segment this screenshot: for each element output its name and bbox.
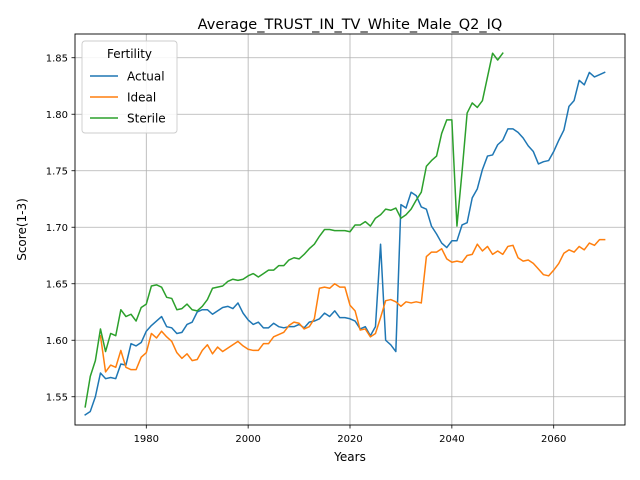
x-tick-label: 1980	[134, 434, 159, 445]
series-line-sterile	[84, 52, 504, 408]
y-tick-label: 1.70	[46, 223, 68, 234]
y-tick-label: 1.55	[46, 392, 68, 403]
grid-lines	[75, 34, 625, 425]
legend-box	[81, 40, 178, 134]
legend: Fertility Actual Ideal Sterile	[81, 40, 178, 134]
legend-title: Fertility	[107, 47, 152, 61]
legend-label-sterile: Sterile	[127, 111, 166, 125]
series-line-actual	[84, 71, 606, 416]
plot-series	[84, 52, 606, 416]
y-tick-label: 1.85	[46, 53, 68, 64]
series-line-ideal	[99, 238, 606, 373]
x-tick-label: 2020	[337, 434, 362, 445]
x-axis: 1980 2000 2020 2040 2060	[134, 425, 566, 445]
y-axis: 1.55 1.60 1.65 1.70 1.75 1.80 1.85	[46, 53, 75, 403]
x-axis-label: Years	[333, 450, 366, 464]
legend-label-actual: Actual	[127, 69, 165, 83]
y-tick-label: 1.75	[46, 166, 68, 177]
y-tick-label: 1.65	[46, 279, 68, 290]
chart-title: Average_TRUST_IN_TV_White_Male_Q2_IQ	[198, 17, 503, 33]
y-tick-label: 1.80	[46, 110, 68, 121]
legend-label-ideal: Ideal	[127, 90, 156, 104]
x-tick-label: 2060	[541, 434, 566, 445]
x-tick-label: 2040	[439, 434, 464, 445]
y-axis-label: Score(1-3)	[15, 198, 29, 261]
x-tick-label: 2000	[235, 434, 260, 445]
y-tick-label: 1.60	[46, 336, 68, 347]
